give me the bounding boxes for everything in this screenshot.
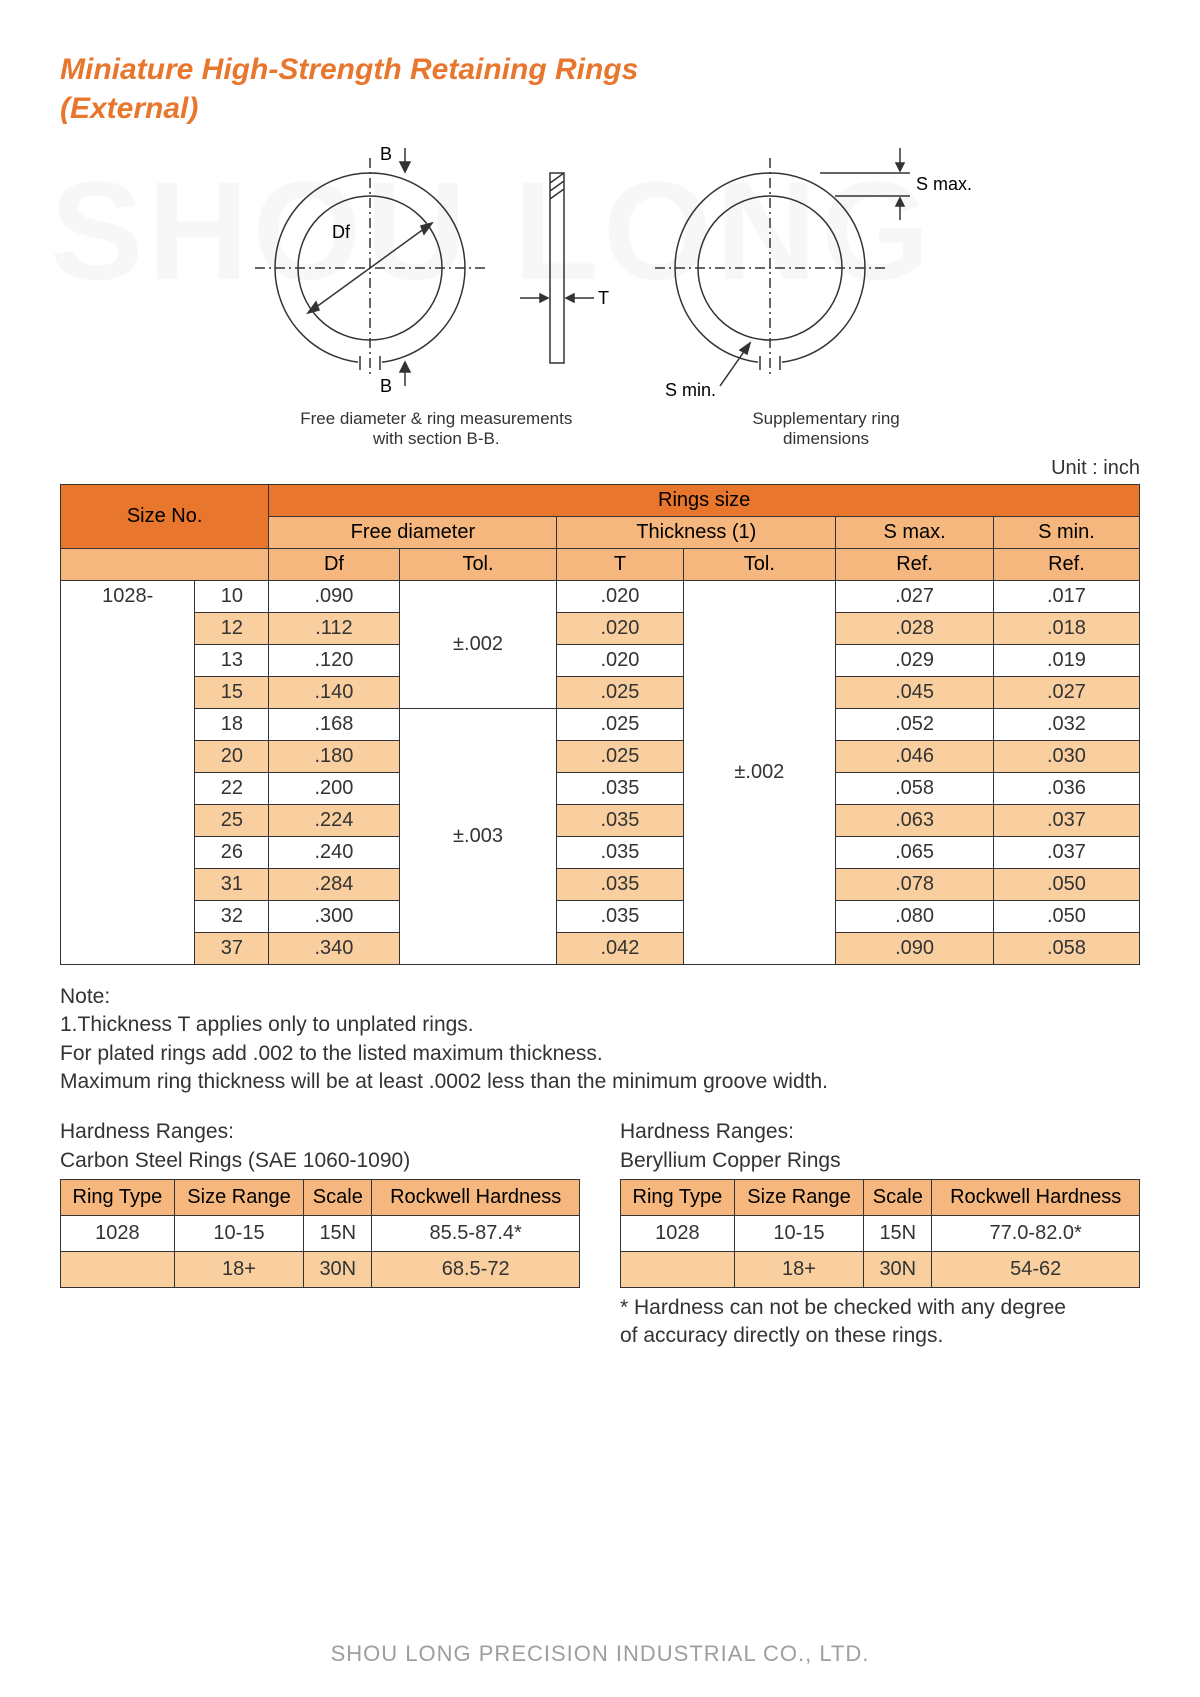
table-row: 22.200.035.058.036	[61, 773, 1140, 805]
note-heading: Note:	[60, 985, 110, 1008]
hr-size-range: Size Range	[734, 1180, 864, 1216]
hr-ring-type: Ring Type	[621, 1180, 735, 1216]
hdr-ref2: Ref.	[993, 549, 1139, 581]
table-row: 18.168±.003.025.052.032	[61, 709, 1140, 741]
table-row: 18+30N68.5-72	[61, 1252, 580, 1288]
hl-scale: Scale	[304, 1180, 372, 1216]
table-row: 31.284.035.078.050	[61, 869, 1140, 901]
note-line2: For plated rings add .002 to the listed …	[60, 1042, 603, 1065]
hardness-carbon-steel: Hardness Ranges: Carbon Steel Rings (SAE…	[60, 1118, 580, 1350]
hardness-beryllium-copper: Hardness Ranges: Beryllium Copper Rings …	[620, 1118, 1140, 1350]
hr-scale: Scale	[864, 1180, 932, 1216]
table-row: 15.140.025.045.027	[61, 677, 1140, 709]
hl-size-range: Size Range	[174, 1180, 304, 1216]
notes-block: Note: 1.Thickness T applies only to unpl…	[60, 983, 1140, 1096]
caption-left-2: with section B-B.	[373, 429, 500, 448]
note-line1: 1.Thickness T applies only to unplated r…	[60, 1013, 474, 1036]
table-row: 12.112.020.028.018	[61, 613, 1140, 645]
hardness-footnote: * Hardness can not be checked with any d…	[620, 1294, 1140, 1351]
label-b-bottom: B	[380, 376, 392, 396]
hardness-right-table: Ring Type Size Range Scale Rockwell Hard…	[620, 1179, 1140, 1288]
hardness-left-table: Ring Type Size Range Scale Rockwell Hard…	[60, 1179, 580, 1288]
caption-left-1: Free diameter & ring measurements	[300, 409, 572, 428]
hdr-ref1: Ref.	[836, 549, 994, 581]
label-df: Df	[332, 222, 351, 242]
table-row: 1028-10.090±.002.020±.002.027.017	[61, 581, 1140, 613]
table-row: 32.300.035.080.050	[61, 901, 1140, 933]
hardness-right-title2: Beryllium Copper Rings	[620, 1149, 841, 1172]
hl-rockwell: Rockwell Hardness	[372, 1180, 580, 1216]
hardness-left-title1: Hardness Ranges:	[60, 1120, 234, 1143]
diagram-captions: Free diameter & ring measurements with s…	[60, 409, 1140, 449]
label-smin: S min.	[665, 380, 716, 398]
label-t: T	[598, 288, 609, 308]
hdr-rings-size: Rings size	[269, 485, 1140, 517]
label-smax: S max.	[916, 174, 972, 194]
caption-right-1: Supplementary ring	[752, 409, 899, 428]
title-line2: (External)	[60, 92, 198, 125]
footnote-2: of accuracy directly on these rings.	[620, 1324, 943, 1347]
hardness-left-title2: Carbon Steel Rings (SAE 1060-1090)	[60, 1149, 410, 1172]
technical-diagram: Df B B T	[60, 138, 1140, 449]
hdr-t: T	[557, 549, 683, 581]
hdr-thickness: Thickness (1)	[557, 517, 836, 549]
hdr-tol1: Tol.	[399, 549, 557, 581]
unit-label: Unit : inch	[60, 457, 1140, 480]
caption-right-2: dimensions	[783, 429, 869, 448]
label-b-top: B	[380, 144, 392, 164]
main-spec-table: Size No. Rings size Free diameter Thickn…	[60, 484, 1140, 965]
hardness-tables: Hardness Ranges: Carbon Steel Rings (SAE…	[60, 1118, 1140, 1350]
hdr-free-diameter: Free diameter	[269, 517, 557, 549]
footnote-1: * Hardness can not be checked with any d…	[620, 1296, 1066, 1319]
table-row: 26.240.035.065.037	[61, 837, 1140, 869]
page-title: Miniature High-Strength Retaining Rings …	[60, 50, 1140, 128]
table-row: 102810-1515N85.5-87.4*	[61, 1216, 580, 1252]
hr-rockwell: Rockwell Hardness	[932, 1180, 1140, 1216]
hardness-right-title1: Hardness Ranges:	[620, 1120, 794, 1143]
hdr-df: Df	[269, 549, 399, 581]
title-line1: Miniature High-Strength Retaining Rings	[60, 53, 638, 86]
table-row: 102810-1515N77.0-82.0*	[621, 1216, 1140, 1252]
hdr-size-no: Size No.	[61, 485, 269, 549]
table-row: 18+30N54-62	[621, 1252, 1140, 1288]
hdr-smax: S max.	[836, 517, 994, 549]
note-line3: Maximum ring thickness will be at least …	[60, 1070, 828, 1093]
hl-ring-type: Ring Type	[61, 1180, 175, 1216]
table-row: 13.120.020.029.019	[61, 645, 1140, 677]
hdr-tol2: Tol.	[683, 549, 836, 581]
table-row: 25.224.035.063.037	[61, 805, 1140, 837]
hdr-smin: S min.	[993, 517, 1139, 549]
company-footer: SHOU LONG PRECISION INDUSTRIAL CO., LTD.	[0, 1641, 1200, 1667]
table-row: 37.340.042.090.058	[61, 933, 1140, 965]
table-row: 20.180.025.046.030	[61, 741, 1140, 773]
